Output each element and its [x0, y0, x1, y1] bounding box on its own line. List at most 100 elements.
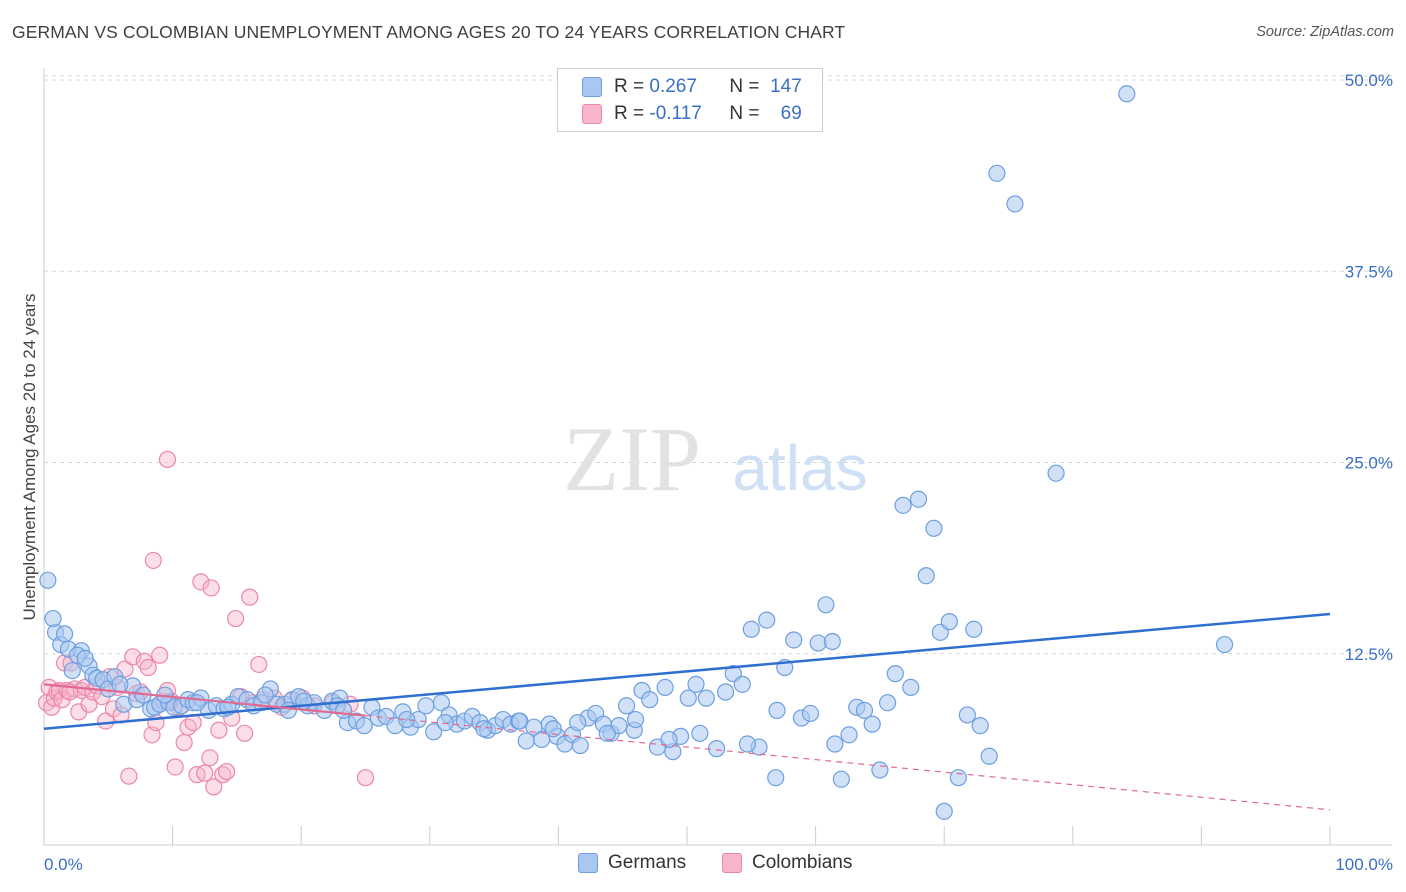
- germans-trend-line: [43, 612, 1331, 730]
- colombian-point: [205, 778, 223, 796]
- colombian-point: [196, 764, 214, 782]
- legend-r-value: 0.267: [649, 76, 697, 97]
- watermark-atlas: atlas: [732, 432, 867, 504]
- german-point: [988, 164, 1006, 182]
- y-axis-label: Unemployment Among Ages 20 to 24 years: [20, 294, 39, 621]
- german-point: [679, 689, 697, 707]
- colombian-point: [210, 721, 228, 739]
- x-tick-label: 0.0%: [44, 855, 83, 874]
- colombian-point: [236, 724, 254, 742]
- german-point: [935, 802, 953, 820]
- german-point: [940, 613, 958, 631]
- german-point: [902, 678, 920, 697]
- germans-swatch: [578, 853, 598, 873]
- german-point: [716, 683, 735, 701]
- colombian-point: [175, 733, 193, 752]
- german-point: [742, 620, 760, 638]
- german-point: [879, 694, 897, 712]
- legend-row-colombians: R = -0.117 N = 69: [582, 101, 802, 127]
- german-point: [871, 761, 889, 779]
- german-point: [544, 720, 562, 738]
- german-point: [39, 571, 57, 589]
- colombians-trend-line: [43, 683, 366, 717]
- colombian-point: [227, 609, 245, 628]
- colombian-point: [97, 712, 115, 730]
- legend-n-value: 69: [780, 103, 802, 124]
- german-point: [687, 675, 705, 693]
- german-point: [758, 611, 776, 629]
- german-point: [511, 712, 529, 730]
- legend-r-label: R =: [614, 103, 645, 124]
- colombian-point: [166, 758, 184, 776]
- german-point: [738, 735, 757, 753]
- y-tick-label: 50.0%: [1345, 71, 1393, 90]
- german-point: [925, 519, 943, 537]
- grid-lines: [44, 75, 1392, 655]
- german-point: [571, 736, 589, 755]
- german-point: [279, 701, 297, 719]
- german-point: [55, 625, 74, 643]
- colombians-swatch: [582, 104, 602, 124]
- german-point: [697, 689, 715, 707]
- colombians-swatch: [722, 853, 742, 873]
- german-point: [840, 726, 858, 744]
- colombian-point: [139, 658, 157, 677]
- german-point: [475, 720, 493, 738]
- colombian-point: [241, 588, 259, 606]
- colombian-point: [151, 646, 169, 664]
- stats-legend: R = 0.267 N = 147 R = -0.117 N = 69: [557, 68, 823, 132]
- colombian-point: [179, 718, 197, 736]
- legend-n-value: 147: [770, 76, 802, 97]
- legend-colombians-label: Colombians: [752, 852, 853, 873]
- german-point: [188, 694, 206, 712]
- german-point: [417, 697, 435, 715]
- series-legend: Germans Colombians: [0, 850, 1406, 878]
- german-point: [768, 701, 786, 719]
- colombian-point: [356, 769, 375, 787]
- y-tick-label: 37.5%: [1345, 262, 1393, 281]
- german-point: [801, 704, 820, 723]
- german-point: [980, 747, 998, 765]
- german-point: [707, 740, 726, 758]
- legend-item-colombians[interactable]: Colombians: [722, 852, 852, 874]
- german-point: [691, 724, 709, 742]
- tick-labels: 12.5% 25.0% 37.5% 50.0% 0.0% 100.0%: [44, 71, 1393, 874]
- y-tick-label: 25.0%: [1345, 454, 1393, 473]
- german-point: [355, 717, 373, 735]
- german-point: [63, 661, 81, 680]
- y-tick-label: 12.5%: [1345, 645, 1393, 664]
- german-point: [1118, 85, 1136, 103]
- chart-title: GERMAN VS COLOMBIAN UNEMPLOYMENT AMONG A…: [12, 22, 846, 42]
- german-point: [1006, 195, 1024, 213]
- german-point: [823, 632, 841, 651]
- legend-item-germans[interactable]: Germans: [578, 852, 686, 874]
- legend-germans-label: Germans: [608, 852, 687, 873]
- german-point: [894, 496, 912, 514]
- german-point: [863, 715, 881, 733]
- german-point: [809, 634, 827, 652]
- colombian-point: [218, 762, 236, 781]
- watermark: ZIP atlas: [563, 408, 868, 510]
- german-point: [971, 717, 989, 735]
- german-point: [569, 713, 587, 732]
- german-point: [965, 620, 983, 638]
- german-point: [432, 694, 450, 712]
- german-point: [832, 770, 850, 788]
- german-point: [425, 723, 443, 741]
- chart-source: Source: ZipAtlas.com: [1256, 24, 1394, 40]
- german-point: [826, 735, 844, 753]
- colombian-point: [192, 573, 210, 591]
- legend-row-germans: R = 0.267 N = 147: [582, 74, 802, 100]
- trend-lines: [43, 612, 1331, 811]
- colombian-point: [144, 551, 162, 570]
- colombians-points: [37, 450, 375, 796]
- german-point: [656, 678, 674, 697]
- colombian-point: [202, 579, 220, 597]
- legend-n-label: N =: [729, 103, 760, 124]
- x-tick-label: 100.0%: [1335, 855, 1393, 874]
- german-point: [767, 769, 785, 787]
- german-point: [733, 675, 751, 693]
- legend-r-label: R =: [614, 76, 645, 97]
- colombians-trend-line-extension: [365, 715, 1331, 811]
- german-point: [617, 697, 636, 715]
